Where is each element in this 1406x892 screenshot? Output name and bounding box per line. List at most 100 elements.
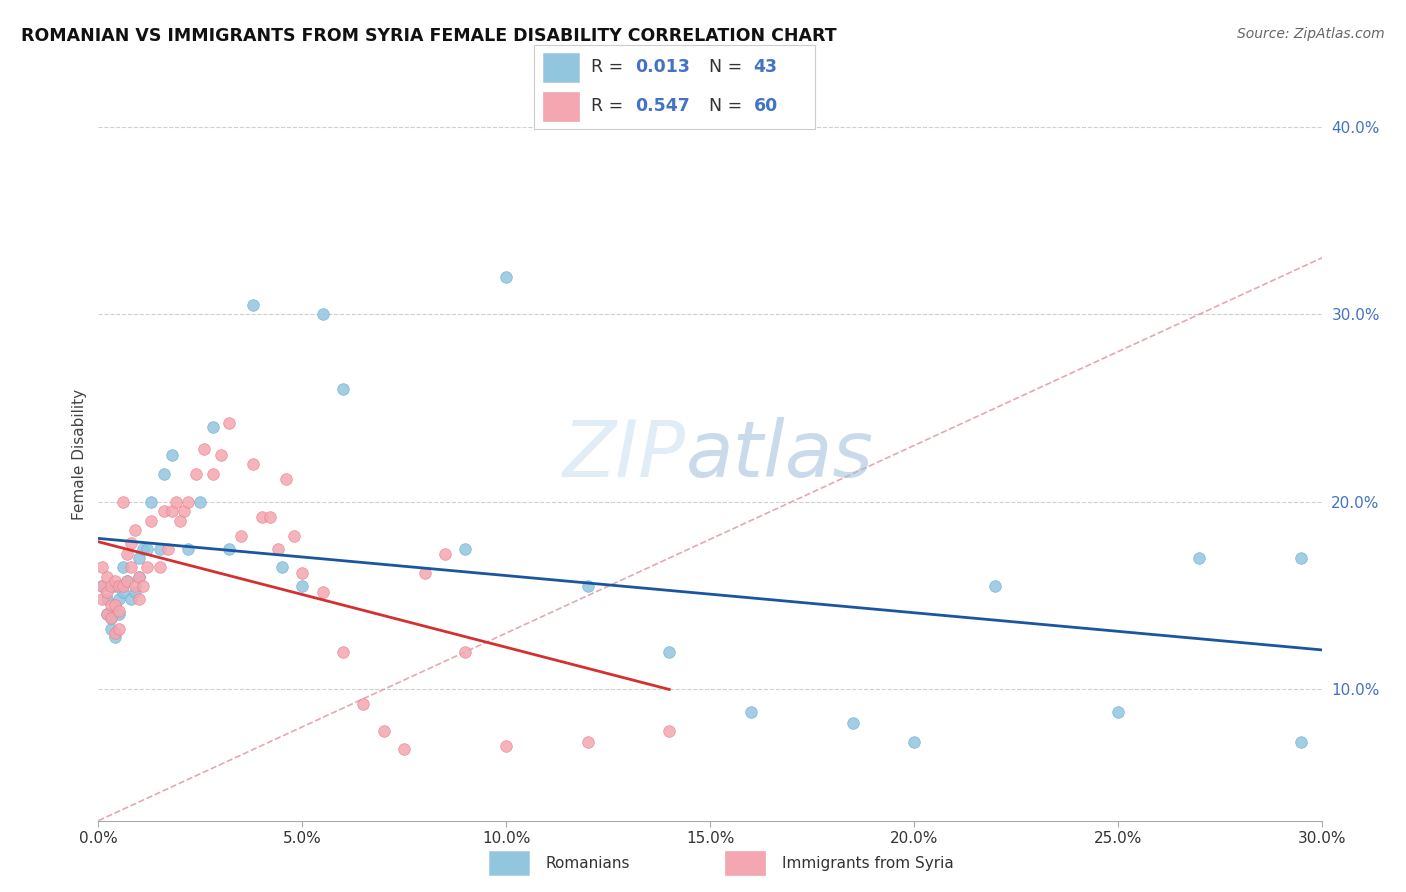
FancyBboxPatch shape — [543, 54, 579, 82]
Point — [242, 458, 264, 472]
Point — [149, 560, 172, 574]
Text: R =: R = — [591, 97, 628, 115]
Point — [100, 579, 122, 593]
Point — [177, 495, 200, 509]
Point — [160, 448, 183, 462]
Point — [91, 579, 114, 593]
Point — [132, 541, 155, 556]
Point — [267, 541, 290, 556]
Point — [218, 541, 240, 556]
Text: Source: ZipAtlas.com: Source: ZipAtlas.com — [1237, 27, 1385, 41]
Point — [1188, 551, 1211, 566]
Point — [100, 611, 122, 625]
Point — [291, 566, 314, 580]
Point — [100, 598, 122, 612]
Point — [96, 570, 118, 584]
Text: 43: 43 — [754, 59, 778, 77]
Point — [91, 579, 114, 593]
Point — [250, 509, 273, 524]
Point — [576, 735, 599, 749]
Point — [169, 514, 191, 528]
Text: 60: 60 — [754, 97, 778, 115]
Point — [242, 298, 264, 312]
Point — [454, 541, 477, 556]
Point — [111, 579, 134, 593]
Point — [841, 716, 863, 731]
FancyBboxPatch shape — [489, 851, 529, 875]
Point — [104, 574, 127, 588]
Point — [152, 504, 174, 518]
Point — [312, 584, 335, 599]
Point — [141, 514, 163, 528]
Text: Romanians: Romanians — [546, 855, 630, 871]
Point — [108, 604, 131, 618]
Point — [160, 504, 183, 518]
Point — [201, 419, 224, 434]
Point — [96, 592, 118, 607]
Point — [201, 467, 224, 481]
Point — [104, 626, 127, 640]
Point — [108, 579, 131, 593]
Text: N =: N = — [709, 97, 748, 115]
Point — [132, 579, 155, 593]
Point — [152, 467, 174, 481]
Point — [177, 541, 200, 556]
Point — [120, 560, 142, 574]
Point — [1291, 735, 1313, 749]
Point — [124, 584, 146, 599]
Point — [104, 630, 127, 644]
Point — [124, 579, 146, 593]
Point — [156, 541, 179, 556]
Point — [100, 611, 122, 625]
FancyBboxPatch shape — [543, 92, 579, 120]
Y-axis label: Female Disability: Female Disability — [72, 389, 87, 521]
Point — [1107, 705, 1129, 719]
Point — [108, 607, 131, 622]
Point — [413, 566, 436, 580]
FancyBboxPatch shape — [725, 851, 765, 875]
Text: 0.013: 0.013 — [636, 59, 690, 77]
Point — [373, 723, 395, 738]
Point — [111, 584, 134, 599]
Point — [984, 579, 1007, 593]
Point — [291, 579, 314, 593]
Point — [115, 547, 138, 561]
Point — [120, 592, 142, 607]
Point — [495, 269, 517, 284]
Point — [141, 495, 163, 509]
Point — [115, 574, 138, 588]
Point — [259, 509, 281, 524]
Point — [209, 448, 232, 462]
Point — [108, 623, 131, 637]
Text: R =: R = — [591, 59, 628, 77]
Text: ZIP: ZIP — [562, 417, 686, 493]
Point — [128, 570, 150, 584]
Point — [283, 528, 305, 542]
Point — [576, 579, 599, 593]
Point — [186, 467, 208, 481]
Point — [104, 579, 127, 593]
Point — [149, 541, 172, 556]
Point — [96, 607, 118, 622]
Point — [454, 645, 477, 659]
Point — [96, 584, 118, 599]
Point — [128, 592, 150, 607]
Text: atlas: atlas — [686, 417, 873, 493]
Text: 0.547: 0.547 — [636, 97, 690, 115]
Point — [392, 742, 416, 756]
Point — [332, 382, 354, 396]
Point — [91, 560, 114, 574]
Point — [658, 723, 681, 738]
Text: ROMANIAN VS IMMIGRANTS FROM SYRIA FEMALE DISABILITY CORRELATION CHART: ROMANIAN VS IMMIGRANTS FROM SYRIA FEMALE… — [21, 27, 837, 45]
Point — [274, 472, 297, 486]
Point — [188, 495, 212, 509]
FancyBboxPatch shape — [534, 45, 815, 129]
Point — [128, 551, 150, 566]
Text: N =: N = — [709, 59, 748, 77]
Point — [96, 607, 118, 622]
Point — [231, 528, 253, 542]
Point — [120, 536, 142, 550]
Point — [136, 541, 159, 556]
Point — [193, 442, 215, 457]
Point — [434, 547, 457, 561]
